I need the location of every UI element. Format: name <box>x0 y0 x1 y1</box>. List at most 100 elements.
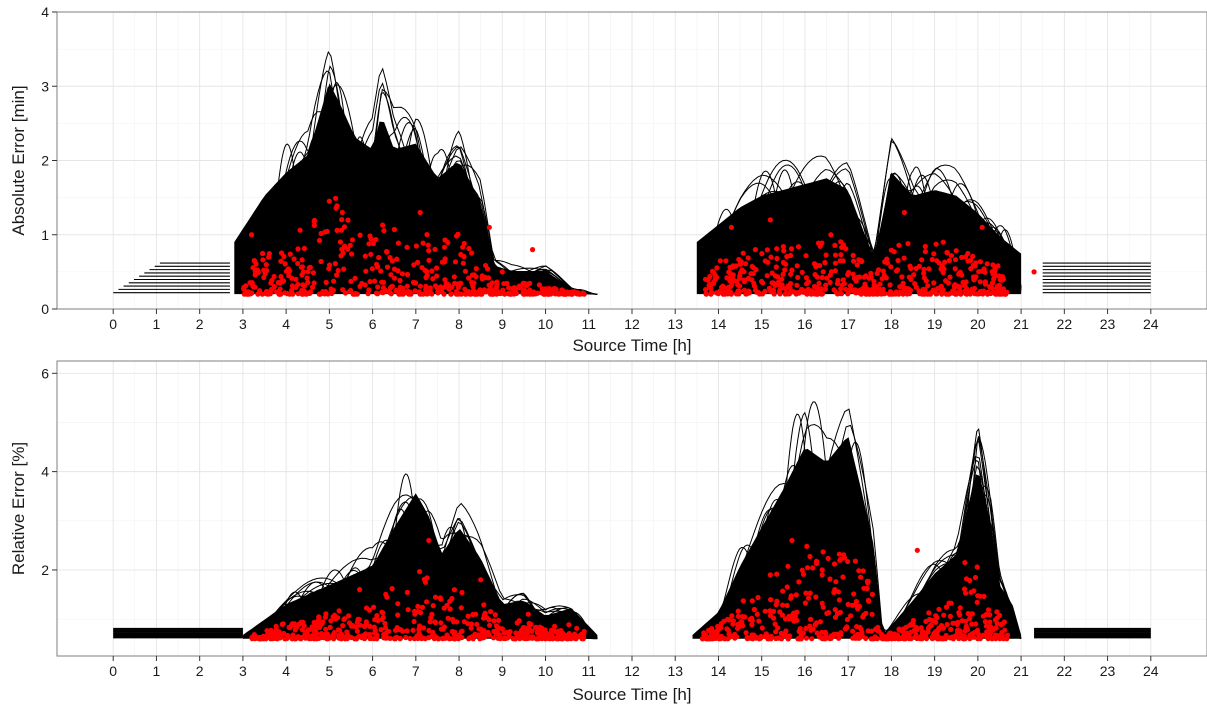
data-point <box>395 240 401 246</box>
data-point <box>495 617 502 624</box>
data-point <box>856 290 862 296</box>
data-point <box>905 241 911 247</box>
data-point <box>410 627 416 633</box>
data-point <box>417 209 423 216</box>
x-tick-label: 3 <box>239 663 247 679</box>
data-point <box>486 224 492 230</box>
data-point <box>397 277 403 284</box>
data-point <box>983 611 989 618</box>
data-point <box>809 636 815 642</box>
x-tick-label: 7 <box>412 663 420 679</box>
data-point <box>421 625 427 631</box>
y-tick-label: 1 <box>41 227 49 243</box>
data-point <box>846 269 852 276</box>
data-point <box>441 244 448 250</box>
data-point <box>433 634 439 640</box>
data-point <box>745 275 752 281</box>
data-point <box>366 241 372 247</box>
data-point <box>834 281 841 287</box>
data-point <box>575 290 581 296</box>
data-point <box>780 259 787 266</box>
data-point <box>250 284 256 290</box>
data-point <box>933 613 939 619</box>
data-point <box>773 264 779 270</box>
data-point <box>767 572 773 578</box>
x-tick-label: 20 <box>970 663 986 679</box>
data-point <box>975 636 981 642</box>
data-point <box>779 285 785 291</box>
data-point <box>745 255 751 261</box>
x-tick-label: 16 <box>797 663 813 679</box>
data-point <box>916 263 923 269</box>
x-tick-label: 16 <box>797 316 813 332</box>
data-point <box>756 618 762 624</box>
data-point <box>813 289 819 295</box>
data-point <box>367 623 373 630</box>
data-point <box>869 611 875 617</box>
data-point <box>442 277 448 283</box>
data-point <box>404 589 410 596</box>
data-point <box>426 248 432 254</box>
data-point <box>470 636 476 642</box>
data-point <box>338 227 345 233</box>
data-point <box>955 619 961 626</box>
data-point <box>982 269 988 275</box>
data-point <box>816 280 822 286</box>
data-point <box>886 632 892 638</box>
data-point <box>833 579 839 585</box>
data-point <box>891 249 897 255</box>
data-point <box>773 602 779 608</box>
data-point <box>259 291 265 297</box>
data-point <box>388 291 394 297</box>
data-point <box>382 620 388 626</box>
data-point <box>777 291 783 297</box>
data-point <box>813 620 820 626</box>
data-point <box>403 634 409 641</box>
data-point <box>714 290 720 296</box>
data-point <box>340 623 346 629</box>
data-point <box>448 291 454 297</box>
data-point <box>332 261 338 267</box>
data-point <box>729 282 735 288</box>
data-point <box>323 279 329 285</box>
data-point <box>329 290 335 297</box>
x-tick-label: 4 <box>282 316 290 332</box>
data-point <box>857 624 863 631</box>
data-point <box>909 621 916 628</box>
data-point <box>803 253 809 259</box>
data-point <box>422 267 428 273</box>
data-point <box>432 594 439 600</box>
data-point <box>546 286 552 292</box>
x-tick-label: 21 <box>1013 316 1029 332</box>
data-point <box>462 286 468 292</box>
data-point <box>850 252 856 258</box>
data-point <box>790 611 796 617</box>
data-point <box>384 249 390 255</box>
data-point <box>444 602 450 608</box>
data-point <box>395 612 401 618</box>
data-point <box>264 628 270 634</box>
data-point <box>290 632 296 638</box>
data-point <box>853 598 860 605</box>
data-point <box>482 610 488 616</box>
data-point <box>737 283 743 289</box>
data-point <box>481 602 487 608</box>
data-point <box>971 588 977 594</box>
data-point <box>919 629 925 636</box>
data-point <box>799 269 805 275</box>
x-tick-label: 18 <box>884 663 900 679</box>
data-point <box>959 254 965 260</box>
data-point <box>947 613 954 620</box>
data-point <box>340 287 346 293</box>
data-point <box>411 618 417 625</box>
data-point <box>415 603 421 610</box>
data-point <box>832 260 839 266</box>
x-tick-label: 19 <box>927 663 943 679</box>
x-tick-label: 0 <box>109 663 117 679</box>
data-point <box>739 267 745 273</box>
data-point <box>311 619 317 626</box>
data-point <box>441 259 448 265</box>
data-point <box>299 627 305 633</box>
data-point <box>794 263 800 269</box>
data-point <box>413 243 419 249</box>
